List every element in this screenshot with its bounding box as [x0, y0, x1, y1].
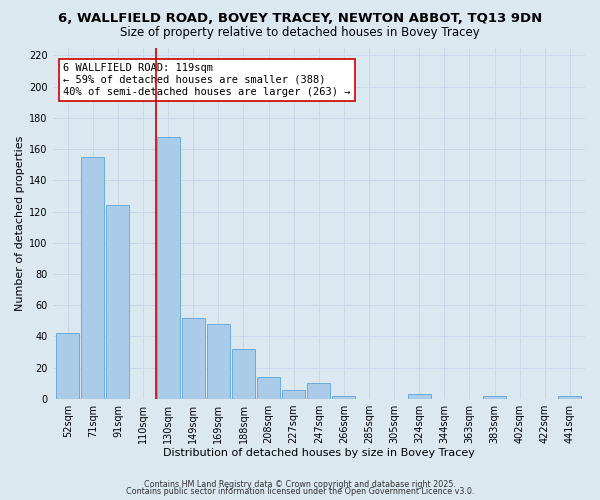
Bar: [232, 349, 255, 399]
Bar: [56, 334, 79, 399]
Text: Size of property relative to detached houses in Bovey Tracey: Size of property relative to detached ho…: [120, 26, 480, 39]
Bar: [106, 206, 130, 399]
Bar: [332, 396, 355, 399]
Bar: [282, 390, 305, 399]
Text: 6, WALLFIELD ROAD, BOVEY TRACEY, NEWTON ABBOT, TQ13 9DN: 6, WALLFIELD ROAD, BOVEY TRACEY, NEWTON …: [58, 12, 542, 26]
Y-axis label: Number of detached properties: Number of detached properties: [15, 136, 25, 311]
Text: 6 WALLFIELD ROAD: 119sqm
← 59% of detached houses are smaller (388)
40% of semi-: 6 WALLFIELD ROAD: 119sqm ← 59% of detach…: [63, 64, 351, 96]
Bar: [483, 396, 506, 399]
Bar: [408, 394, 431, 399]
X-axis label: Distribution of detached houses by size in Bovey Tracey: Distribution of detached houses by size …: [163, 448, 475, 458]
Bar: [81, 157, 104, 399]
Bar: [307, 384, 331, 399]
Bar: [257, 377, 280, 399]
Bar: [207, 324, 230, 399]
Bar: [182, 318, 205, 399]
Text: Contains public sector information licensed under the Open Government Licence v3: Contains public sector information licen…: [126, 487, 474, 496]
Bar: [559, 396, 581, 399]
Text: Contains HM Land Registry data © Crown copyright and database right 2025.: Contains HM Land Registry data © Crown c…: [144, 480, 456, 489]
Bar: [157, 136, 180, 399]
